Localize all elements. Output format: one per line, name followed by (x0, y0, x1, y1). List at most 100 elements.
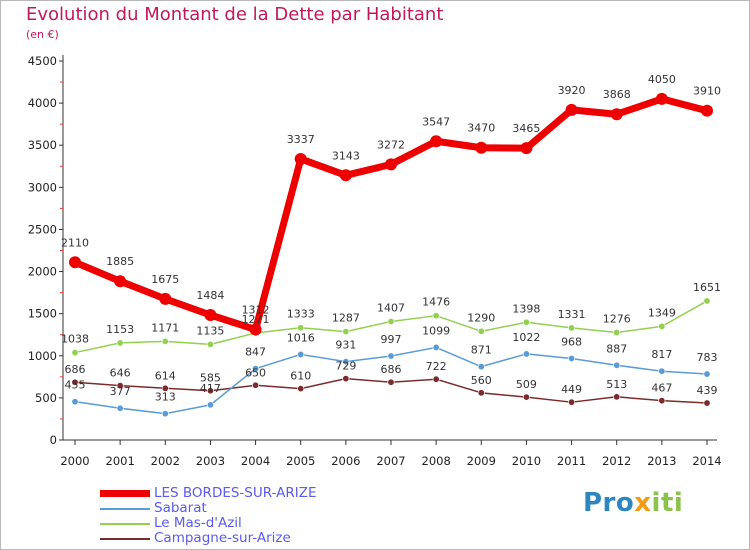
data-point-campagne (432, 375, 440, 383)
y-tick-label: 1500 (28, 307, 57, 321)
data-label-campagne: 467 (651, 382, 672, 395)
data-label-le-mas-d-azil: 1349 (648, 306, 676, 319)
data-point-les-bordes (294, 152, 307, 165)
x-tick-label: 2003 (196, 454, 225, 468)
legend-swatch-le-mas-d-azil (100, 522, 150, 525)
data-point-campagne (206, 387, 214, 395)
data-point-le-mas-d-azil (387, 317, 395, 325)
data-point-sabarat (568, 354, 576, 362)
data-label-sabarat: 1022 (512, 331, 540, 344)
data-point-le-mas-d-azil (432, 312, 440, 320)
data-point-le-mas-d-azil (522, 318, 530, 326)
legend-swatch-les-bordes (100, 490, 150, 497)
data-label-le-mas-d-azil: 1271 (242, 313, 270, 326)
legend-item-sabarat: Sabarat (100, 501, 317, 516)
data-point-sabarat (161, 410, 169, 418)
data-point-campagne (161, 384, 169, 392)
x-tick-label: 2010 (512, 454, 541, 468)
data-label-campagne: 686 (65, 363, 86, 376)
x-tick-label: 2013 (647, 454, 676, 468)
logo-part-1: Pro (583, 488, 635, 518)
data-point-campagne (477, 389, 485, 397)
data-point-le-mas-d-azil (568, 324, 576, 332)
data-point-sabarat (658, 367, 666, 375)
data-point-le-mas-d-azil (116, 339, 124, 347)
data-point-les-bordes (385, 158, 397, 171)
data-point-campagne (387, 378, 395, 386)
data-label-le-mas-d-azil: 1038 (61, 333, 89, 346)
data-label-sabarat: 783 (697, 351, 718, 364)
data-point-sabarat (477, 363, 485, 371)
data-point-campagne (568, 398, 576, 406)
data-label-les-bordes: 3920 (558, 84, 586, 97)
legend-item-campagne: Campagne-sur-Arize (100, 531, 317, 546)
data-point-les-bordes (204, 309, 217, 322)
data-point-campagne (522, 393, 530, 401)
data-label-campagne: 513 (606, 378, 627, 391)
x-tick-label: 2002 (151, 454, 180, 468)
chart-legend: LES BORDES-SUR-ARIZE Sabarat Le Mas-d'Az… (100, 486, 317, 546)
x-tick-label: 2004 (241, 454, 270, 468)
data-label-les-bordes: 3910 (693, 85, 721, 98)
legend-label: Le Mas-d'Azil (154, 515, 242, 531)
data-label-sabarat: 377 (110, 385, 131, 398)
data-point-sabarat (206, 401, 214, 409)
data-point-le-mas-d-azil (206, 340, 214, 348)
data-label-le-mas-d-azil: 1476 (422, 296, 450, 309)
data-label-les-bordes: 1484 (196, 289, 224, 302)
data-point-les-bordes (701, 104, 713, 117)
data-label-le-mas-d-azil: 1331 (558, 308, 586, 321)
y-tick-label: 500 (35, 391, 57, 405)
data-label-les-bordes: 1312 (242, 304, 270, 317)
y-tick-label: 2000 (28, 265, 57, 279)
data-label-sabarat: 887 (606, 342, 627, 355)
data-label-campagne: 722 (426, 360, 447, 373)
x-tick-label: 2012 (602, 454, 631, 468)
data-label-les-bordes: 4050 (648, 73, 676, 86)
data-point-campagne (658, 397, 666, 405)
data-point-le-mas-d-azil (703, 297, 711, 305)
data-label-les-bordes: 3143 (332, 149, 360, 162)
data-label-sabarat: 313 (155, 391, 176, 404)
data-point-sabarat (342, 358, 350, 366)
y-tick-label: 1000 (28, 349, 57, 363)
data-point-les-bordes (430, 135, 443, 148)
legend-item-le-mas-d-azil: Le Mas-d'Azil (100, 516, 317, 531)
data-label-campagne: 614 (155, 369, 176, 382)
legend-label: Sabarat (154, 500, 207, 516)
logo-part-3: iti (651, 488, 684, 518)
data-point-les-bordes (610, 108, 623, 121)
data-point-sabarat (252, 365, 260, 373)
data-label-sabarat: 871 (471, 344, 492, 357)
data-point-sabarat (613, 361, 621, 369)
x-tick-label: 2006 (331, 454, 360, 468)
y-tick-label: 3500 (28, 138, 57, 152)
data-point-les-bordes (475, 141, 488, 154)
data-point-les-bordes (339, 169, 352, 182)
x-tick-label: 2007 (376, 454, 405, 468)
data-label-les-bordes: 3465 (512, 122, 540, 135)
data-point-sabarat (432, 343, 440, 351)
legend-swatch-sabarat (100, 507, 150, 510)
data-point-campagne (342, 375, 350, 383)
x-tick-label: 2000 (60, 454, 89, 468)
x-tick-label: 2005 (286, 454, 315, 468)
data-point-sabarat (387, 352, 395, 360)
data-point-sabarat (522, 350, 530, 358)
data-point-sabarat (703, 370, 711, 378)
x-tick-label: 2008 (422, 454, 451, 468)
y-tick-label: 0 (50, 433, 57, 447)
data-label-les-bordes: 3868 (603, 88, 631, 101)
data-point-campagne (297, 385, 305, 393)
data-label-les-bordes: 3337 (287, 133, 315, 146)
data-point-le-mas-d-azil (658, 322, 666, 330)
x-tick-label: 2014 (692, 454, 721, 468)
data-label-campagne: 449 (561, 383, 582, 396)
x-tick-label: 2001 (106, 454, 135, 468)
x-tick-label: 2011 (557, 454, 586, 468)
data-point-les-bordes (69, 256, 81, 269)
data-point-le-mas-d-azil (477, 327, 485, 335)
data-point-le-mas-d-azil (342, 328, 350, 336)
data-label-les-bordes: 2110 (61, 236, 89, 249)
